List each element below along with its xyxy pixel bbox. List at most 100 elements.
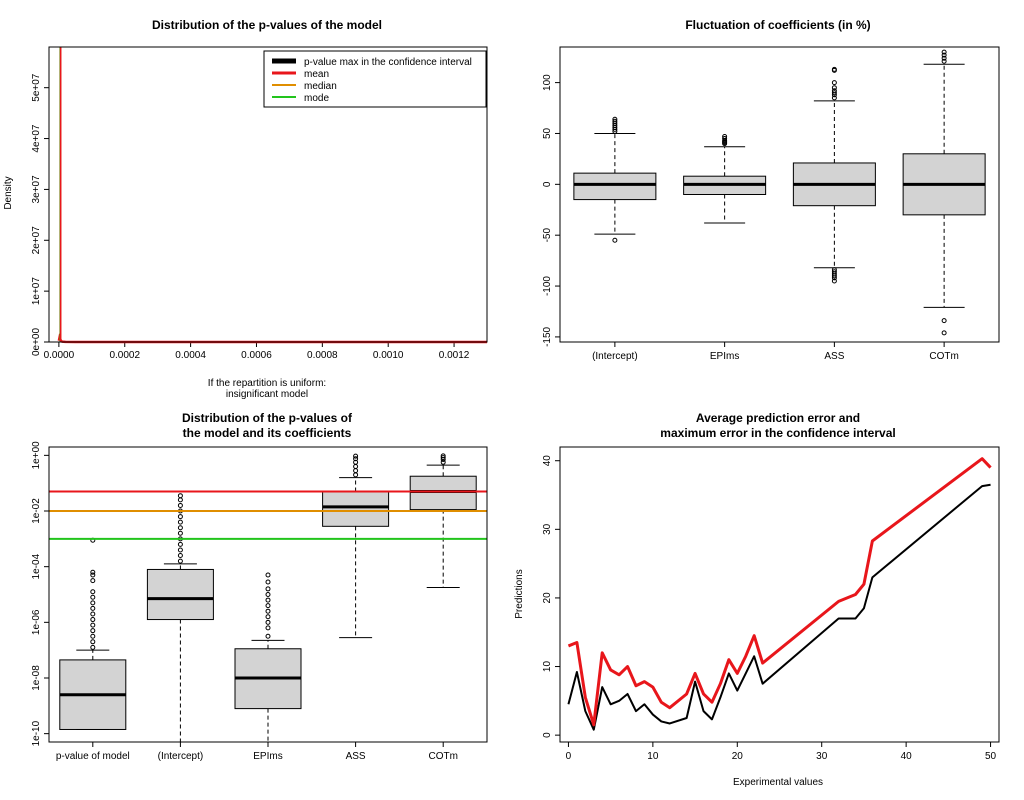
y-tick-label: 1e-06 — [31, 609, 42, 635]
x-tick-label: (Intercept) — [158, 751, 204, 762]
outlier-point — [90, 578, 96, 584]
outlier-point — [941, 330, 947, 336]
outlier-point — [265, 579, 271, 585]
outlier-point — [90, 569, 96, 575]
x-tick-label: EPIms — [253, 751, 282, 762]
panel-pvalue-boxplots: Distribution of the p-values of the mode… — [31, 411, 488, 762]
outlier-point — [90, 639, 96, 645]
outlier-point — [941, 318, 947, 324]
y-tick-label: 0 — [542, 181, 553, 187]
outlier-point — [831, 80, 837, 86]
panel-pvalue-density: Distribution of the p-values of the mode… — [3, 18, 488, 400]
outlier-point — [90, 594, 96, 600]
x-tick-label: 0 — [566, 751, 572, 762]
outlier-point — [440, 455, 446, 461]
outlier-point — [831, 85, 837, 91]
outlier-point — [177, 547, 183, 553]
y-tick-label: -50 — [542, 228, 553, 243]
outlier-point — [612, 118, 618, 124]
outlier-point — [353, 453, 359, 459]
outlier-point — [265, 633, 271, 639]
density-xlabel-line2: insignificant model — [226, 389, 308, 400]
series-line-black — [567, 483, 991, 731]
x-tick-label: 0.0008 — [307, 350, 338, 361]
outlier-point — [177, 541, 183, 547]
x-tick-label: 0.0012 — [439, 350, 470, 361]
fluctuation-title: Fluctuation of coefficients (in %) — [685, 18, 870, 32]
outlier-point — [831, 88, 837, 94]
y-tick-label: 40 — [542, 455, 553, 467]
plot-frame — [559, 446, 1000, 743]
x-tick-label: p-value of model — [56, 751, 130, 762]
y-tick-label: 1e-04 — [31, 553, 42, 579]
outlier-point — [941, 55, 947, 61]
outlier-point — [177, 502, 183, 508]
y-tick-label: 3e+07 — [31, 175, 42, 204]
box-0 — [59, 537, 127, 730]
y-tick-label: 1e-08 — [31, 665, 42, 691]
y-tick-label: 1e+00 — [31, 441, 42, 470]
legend: p-value max in the confidence interval me… — [263, 50, 487, 108]
y-tick-label: 10 — [542, 661, 553, 673]
outlier-point — [90, 617, 96, 623]
legend-label: p-value max in the confidence interval — [304, 57, 472, 68]
density-ylabel: Density — [3, 176, 14, 209]
x-tick-label: COTm — [929, 351, 958, 362]
x-tick-label: 10 — [647, 751, 659, 762]
box-3 — [322, 453, 390, 639]
outlier-point — [265, 572, 271, 578]
x-tick-label: 0.0000 — [44, 350, 75, 361]
outlier-point — [941, 49, 947, 55]
y-tick-label: 0e+00 — [31, 328, 42, 357]
outlier-point — [941, 52, 947, 58]
outlier-point — [265, 597, 271, 603]
y-tick-label: 1e+07 — [31, 277, 42, 306]
outlier-point — [831, 269, 837, 275]
y-tick-label: 1e-10 — [31, 720, 42, 746]
y-tick-label: -100 — [542, 276, 553, 296]
y-tick-label: 20 — [542, 592, 553, 604]
outlier-point — [265, 603, 271, 609]
plot-frame — [48, 446, 488, 743]
outlier-point — [265, 592, 271, 597]
plot-frame — [559, 46, 1000, 343]
density-title: Distribution of the p-values of the mode… — [152, 18, 382, 32]
outlier-point — [265, 586, 271, 592]
y-tick-label: 4e+07 — [31, 124, 42, 153]
x-tick-label: EPIms — [710, 351, 739, 362]
box-2 — [792, 66, 876, 284]
x-tick-label: ASS — [346, 751, 366, 762]
x-tick-label: 0.0002 — [109, 350, 140, 361]
box-body — [322, 491, 390, 527]
outlier-point — [831, 267, 837, 273]
x-tick-label: 30 — [816, 751, 828, 762]
box-3 — [902, 49, 986, 336]
density-plot-area: 0.0000 0.0002 0.0004 0.0006 0.0008 0.0010 0.00… — [31, 46, 488, 361]
prediction-title-line2: maximum error in the confidence interval — [660, 426, 895, 440]
outlier-point — [177, 514, 183, 520]
outlier-point — [177, 553, 183, 559]
y-tick-label: 100 — [542, 74, 553, 91]
outlier-point — [177, 525, 183, 531]
outlier-point — [265, 608, 271, 614]
x-tick-label: 40 — [901, 751, 913, 762]
x-tick-label: 0.0006 — [241, 350, 272, 361]
prediction-plot-area: 0 10 20 30 40 50 0 10 20 30 40 — [542, 446, 1000, 762]
outlier-point — [177, 493, 183, 499]
plot-frame — [48, 46, 488, 343]
y-tick-label: 2e+07 — [31, 226, 42, 255]
outlier-point — [831, 66, 837, 72]
outlier-point — [612, 237, 618, 243]
pvalues-plot-area: 1e-10 1e-08 1e-06 1e-04 1e-02 1e+00 p-value of… — [31, 441, 488, 762]
y-tick-label: -150 — [542, 326, 553, 346]
legend-box — [263, 50, 487, 108]
prediction-title: Average prediction error and — [696, 411, 860, 425]
outlier-point — [90, 628, 96, 634]
outlier-point — [90, 633, 96, 639]
outlier-point — [177, 558, 183, 564]
pvalues-title: Distribution of the p-values of — [182, 411, 353, 425]
outlier-point — [90, 611, 96, 617]
x-tick-label: 0.0010 — [373, 350, 404, 361]
legend-label: median — [304, 81, 337, 92]
